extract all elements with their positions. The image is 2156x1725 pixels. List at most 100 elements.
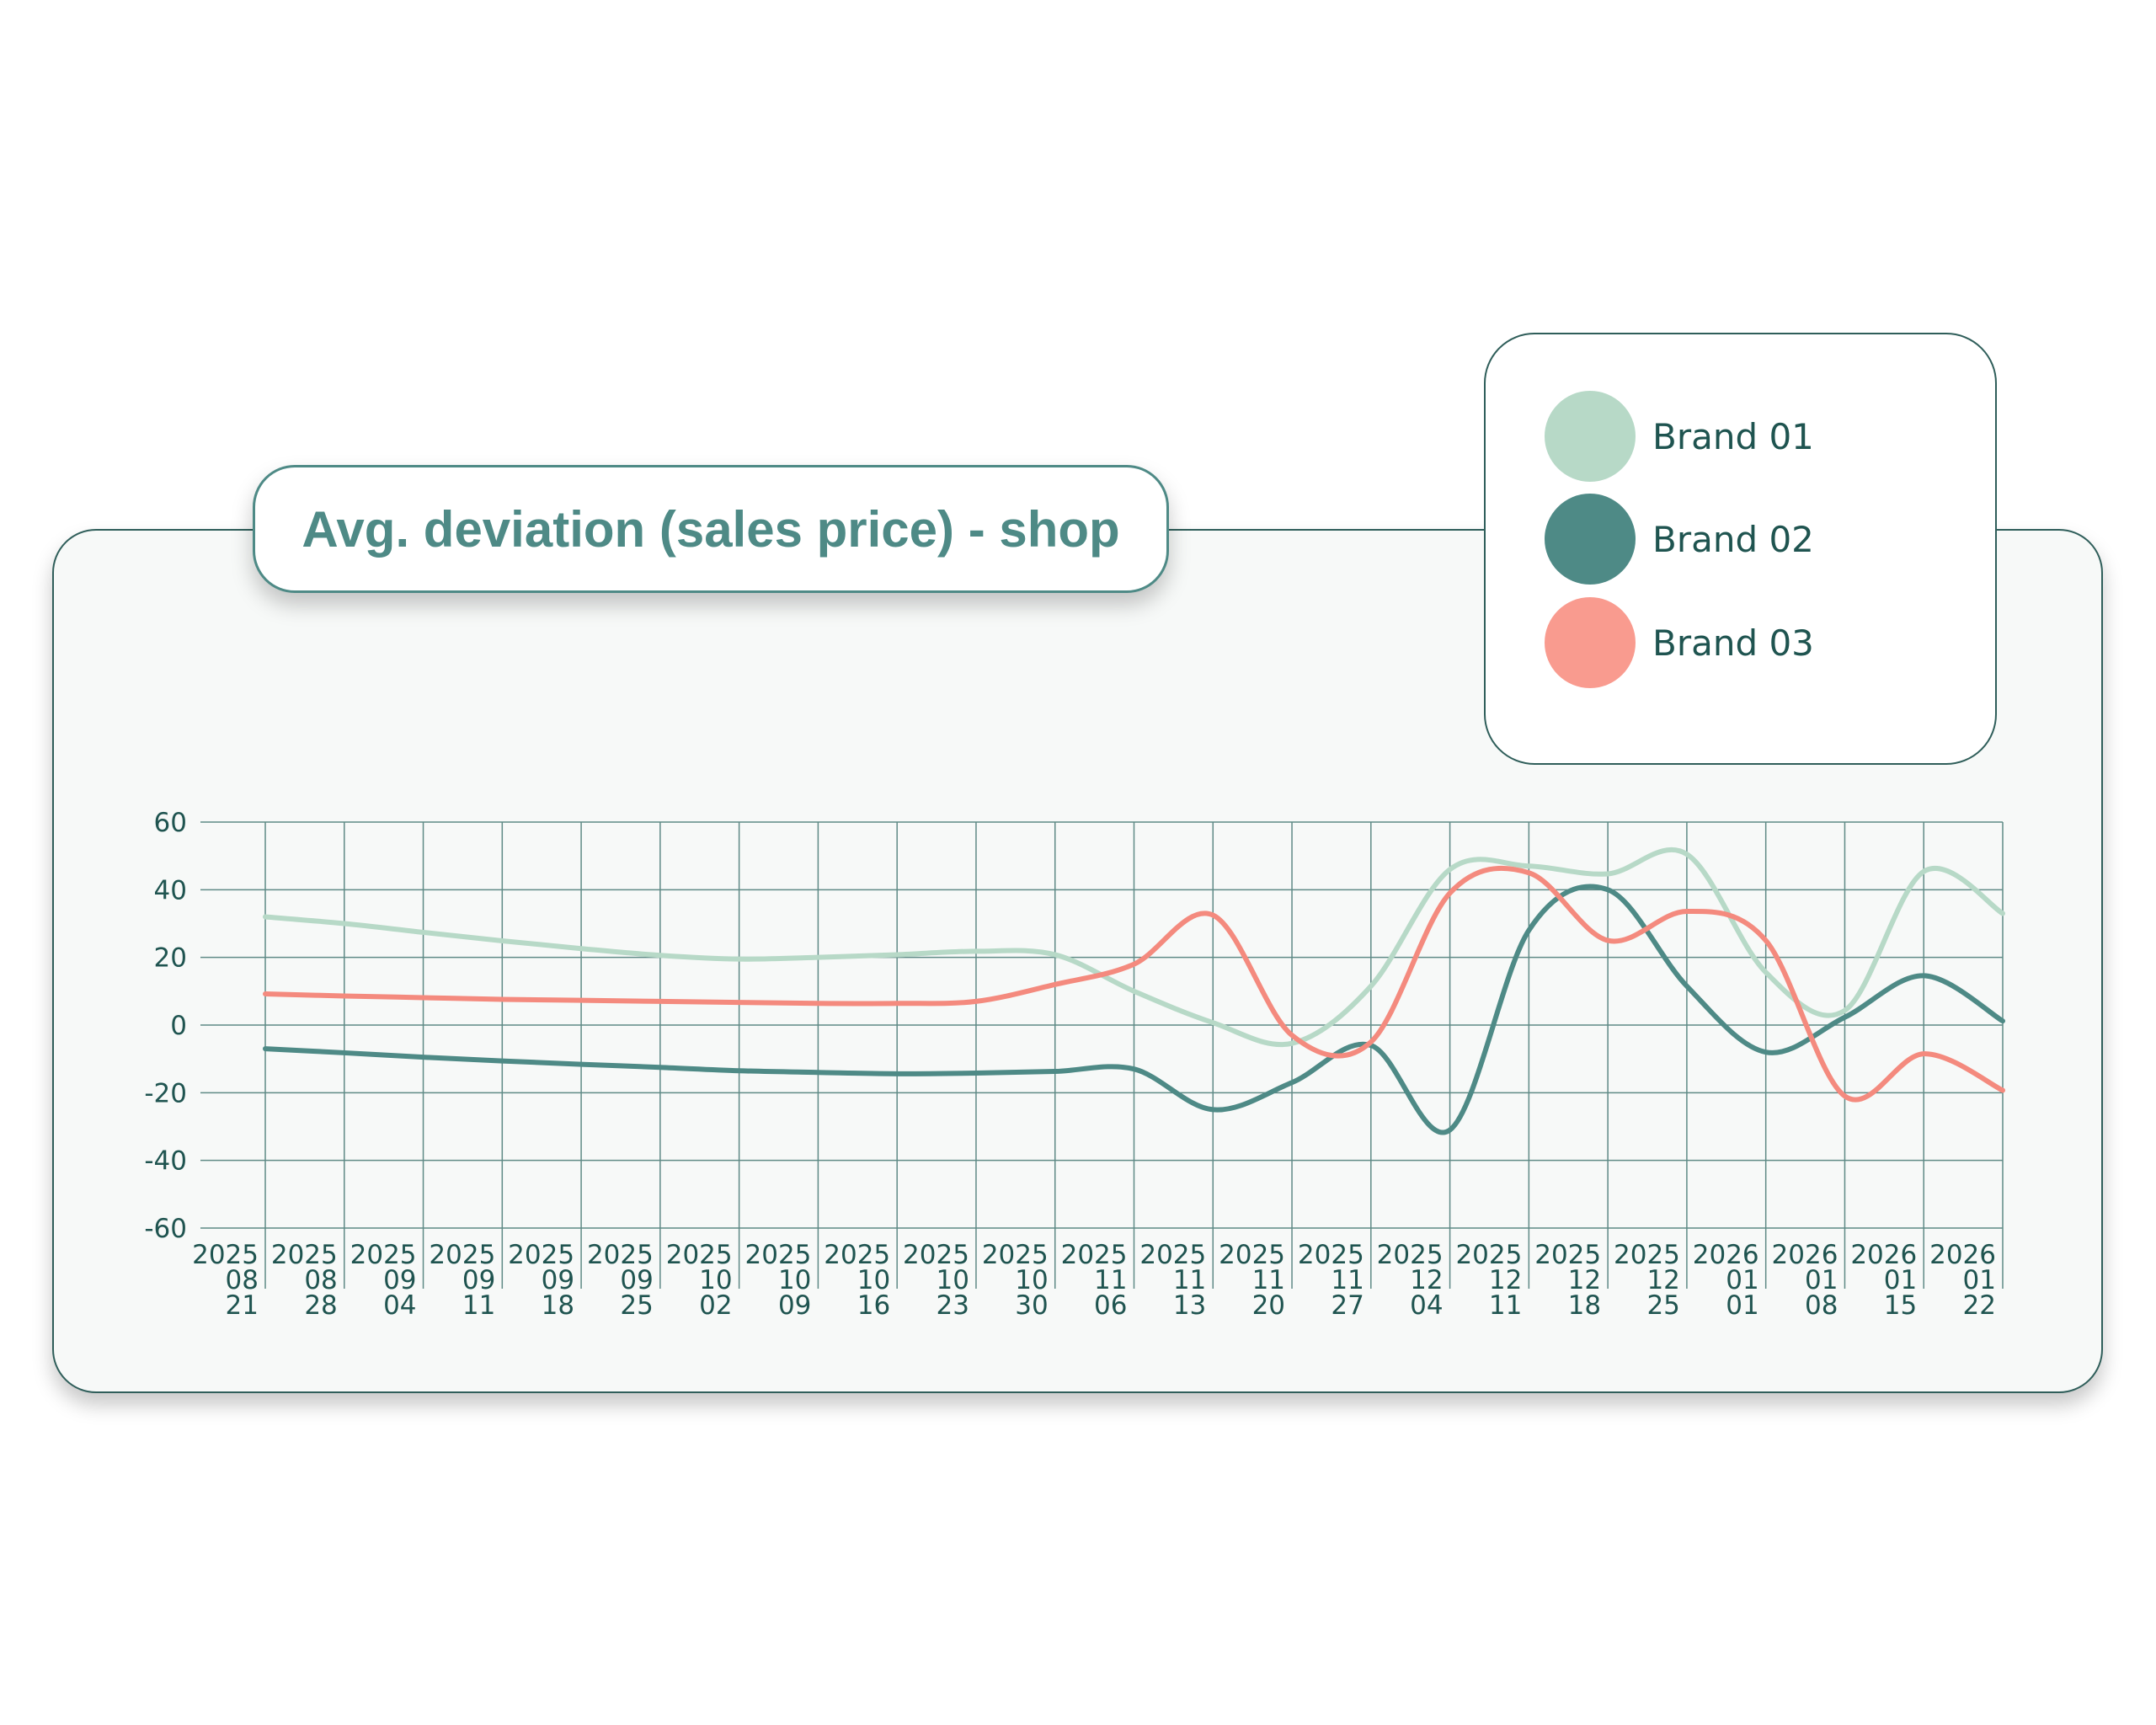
x-tick-label-part: 2025 <box>982 1240 1049 1270</box>
x-tick-label-part: 01 <box>1726 1290 1758 1321</box>
x-tick-label-part: 16 <box>857 1290 890 1321</box>
x-tick-label-part: 04 <box>383 1290 416 1321</box>
x-tick-label: 2026 01 01 <box>1693 1240 1759 1321</box>
x-tick-label-part: 2025 <box>1455 1240 1522 1270</box>
x-tick-label: 2025 09 25 <box>587 1240 654 1321</box>
x-tick-label: 2025 08 21 <box>192 1240 259 1321</box>
legend-swatch-icon <box>1545 494 1636 585</box>
x-tick-label-part: 2025 <box>350 1240 417 1270</box>
x-tick-label-part: 2025 <box>429 1240 495 1270</box>
x-tick-label-part: 01 <box>1963 1265 1996 1295</box>
series-line-brand-02 <box>263 884 2005 1135</box>
x-tick-label-part: 12 <box>1646 1265 1679 1295</box>
x-tick-label-part: 18 <box>1568 1290 1601 1321</box>
x-tick-label-part: 28 <box>304 1290 337 1321</box>
x-tick-label-part: 25 <box>620 1290 653 1321</box>
legend-item-brand-01[interactable]: Brand 01 <box>1545 391 1814 482</box>
x-tick-label-part: 10 <box>699 1265 732 1295</box>
x-tick-label-part: 01 <box>1884 1265 1917 1295</box>
x-tick-label-part: 21 <box>226 1290 259 1321</box>
x-tick-label: 2026 01 08 <box>1772 1240 1838 1321</box>
legend-item-brand-03[interactable]: Brand 03 <box>1545 597 1814 688</box>
x-tick-label-part: 11 <box>1173 1265 1206 1295</box>
x-tick-label-part: 09 <box>542 1265 574 1295</box>
x-tick-label-part: 2026 <box>1850 1240 1917 1270</box>
x-tick-label-part: 12 <box>1489 1265 1522 1295</box>
x-tick-label-part: 10 <box>1015 1265 1048 1295</box>
legend-label: Brand 02 <box>1652 518 1814 560</box>
series-line-brand-03 <box>263 865 2005 1103</box>
x-tick-label-part: 01 <box>1805 1265 1838 1295</box>
x-tick-label-part: 11 <box>1252 1265 1285 1295</box>
x-tick-label: 2025 12 25 <box>1614 1240 1680 1321</box>
x-tick-label-part: 20 <box>1252 1290 1285 1321</box>
x-tick-label-part: 08 <box>304 1265 337 1295</box>
y-tick-label: -40 <box>144 1146 187 1177</box>
x-tick-label-part: 04 <box>1410 1290 1443 1321</box>
x-tick-label-part: 11 <box>1094 1265 1127 1295</box>
x-tick-label-part: 2026 <box>1693 1240 1759 1270</box>
x-tick-label: 2025 09 04 <box>350 1240 417 1321</box>
x-tick-label-part: 11 <box>1489 1290 1522 1321</box>
x-tick-label-part: 2025 <box>1614 1240 1680 1270</box>
x-tick-label: 2025 11 27 <box>1298 1240 1364 1321</box>
x-tick-label: 2025 12 11 <box>1455 1240 1522 1321</box>
x-tick-label-part: 2025 <box>1219 1240 1285 1270</box>
x-tick-label-part: 2025 <box>1377 1240 1444 1270</box>
x-tick-label-part: 2025 <box>666 1240 733 1270</box>
x-tick-label-part: 2026 <box>1929 1240 1996 1270</box>
x-tick-label: 2025 12 18 <box>1534 1240 1601 1321</box>
x-tick-label: 2025 08 28 <box>271 1240 338 1321</box>
y-tick-label: 40 <box>154 875 187 905</box>
x-tick-label-part: 2025 <box>1298 1240 1364 1270</box>
x-tick-label: 2025 10 30 <box>982 1240 1049 1321</box>
x-tick-label-part: 25 <box>1646 1290 1679 1321</box>
x-tick-label: 2025 09 18 <box>508 1240 574 1321</box>
x-tick-label-part: 11 <box>462 1290 495 1321</box>
x-tick-label-part: 08 <box>1805 1290 1838 1321</box>
x-tick-label-part: 02 <box>699 1290 732 1321</box>
x-tick-label-part: 10 <box>937 1265 969 1295</box>
x-tick-label: 2025 10 16 <box>824 1240 890 1321</box>
x-tick-label-part: 13 <box>1173 1290 1206 1321</box>
x-tick-label: 2025 11 06 <box>1061 1240 1128 1321</box>
x-tick-label-part: 2025 <box>824 1240 890 1270</box>
x-tick-label: 2025 10 09 <box>745 1240 812 1321</box>
x-tick-label-part: 2025 <box>903 1240 969 1270</box>
x-tick-label-part: 2025 <box>508 1240 574 1270</box>
x-tick-label: 2025 10 02 <box>666 1240 733 1321</box>
x-tick-label-part: 01 <box>1726 1265 1758 1295</box>
x-tick-label-part: 2025 <box>192 1240 259 1270</box>
x-tick-label-part: 08 <box>226 1265 259 1295</box>
x-tick-label-part: 2026 <box>1772 1240 1838 1270</box>
y-tick-label: 20 <box>154 943 187 974</box>
x-tick-label-part: 2025 <box>587 1240 654 1270</box>
x-tick-label-part: 2025 <box>271 1240 338 1270</box>
x-tick-label-part: 10 <box>857 1265 890 1295</box>
x-tick-label-part: 09 <box>778 1290 811 1321</box>
x-tick-label-part: 10 <box>778 1265 811 1295</box>
x-tick-label-part: 06 <box>1094 1290 1127 1321</box>
y-tick-label: -60 <box>144 1214 187 1244</box>
x-tick-label-part: 15 <box>1884 1290 1917 1321</box>
x-tick-label: 2025 09 11 <box>429 1240 495 1321</box>
chart-title-pill: Avg. deviation (sales price) - shop <box>253 465 1169 593</box>
legend-swatch-icon <box>1545 391 1636 482</box>
y-tick-label: 60 <box>154 808 187 838</box>
x-tick-label-part: 11 <box>1331 1265 1364 1295</box>
legend-item-brand-02[interactable]: Brand 02 <box>1545 494 1814 585</box>
x-tick-label-part: 27 <box>1331 1290 1364 1321</box>
x-tick-label-part: 09 <box>620 1265 653 1295</box>
x-tick-label-part: 30 <box>1015 1290 1048 1321</box>
x-tick-label-part: 09 <box>383 1265 416 1295</box>
x-tick-label-part: 12 <box>1410 1265 1443 1295</box>
x-tick-label-part: 2025 <box>1061 1240 1128 1270</box>
x-tick-label: 2026 01 22 <box>1929 1240 1996 1321</box>
x-tick-label-part: 23 <box>937 1290 969 1321</box>
chart-title: Avg. deviation (sales price) - shop <box>302 500 1120 558</box>
x-tick-label-part: 22 <box>1963 1290 1996 1321</box>
x-tick-label: 2025 12 04 <box>1377 1240 1444 1321</box>
x-tick-label-part: 18 <box>542 1290 574 1321</box>
y-tick-label: 0 <box>170 1011 187 1041</box>
